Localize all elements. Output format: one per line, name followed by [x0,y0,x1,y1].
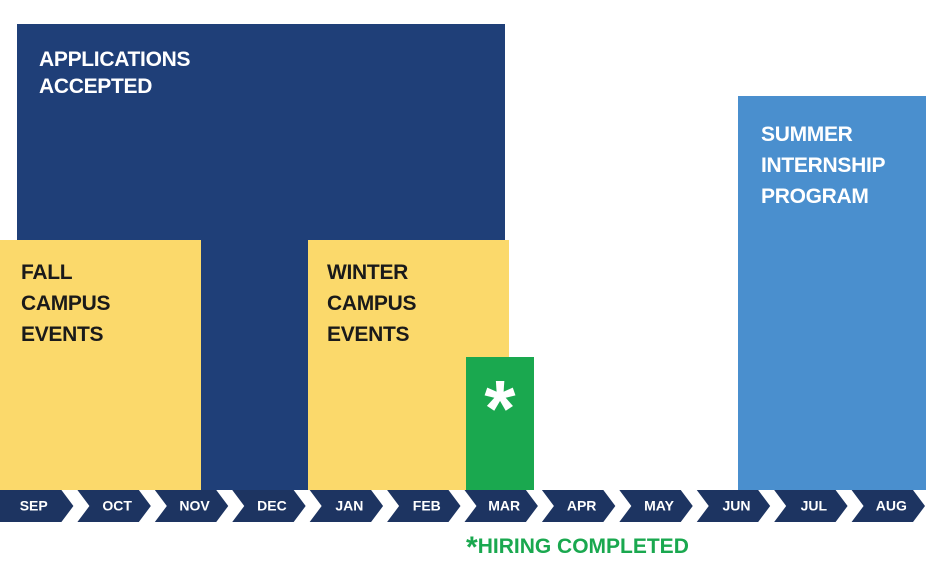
hiring-marker: * [484,364,516,453]
month-chevron [696,490,771,522]
month-bar: SEP OCT NOV DEC JAN FEB MAR APR MAY JUN JUL AUG [0,490,925,522]
month-label: JAN [335,498,363,514]
month-label: OCT [102,498,132,514]
month-chevron [154,490,229,522]
block-label: WINTER CAMPUS EVENTS [327,257,417,350]
label-line: ACCEPTED [39,75,153,98]
month-label: JUL [801,498,828,514]
label-line: PROGRAM [761,185,869,208]
label-line: WINTER [327,261,409,284]
summer-block: SUMMER INTERNSHIP PROGRAM [738,96,926,490]
footnote-text: HIRING COMPLETED [477,535,689,558]
month-label: APR [567,498,597,514]
label-line: CAMPUS [327,292,417,315]
month-label: MAR [488,498,520,514]
month-chevron [774,490,848,522]
month-chevron [387,490,461,522]
label-line: FALL [21,261,73,284]
hiring-block: * [466,357,534,490]
month-label: FEB [413,498,441,514]
label-line: CAMPUS [21,292,111,315]
month-label: DEC [257,498,287,514]
block-label: FALL CAMPUS EVENTS [21,257,111,350]
label-line: EVENTS [327,323,410,346]
month-label: MAY [644,498,674,514]
month-chevron [619,490,693,522]
fall-block: FALL CAMPUS EVENTS [0,240,201,490]
label-line: INTERNSHIP [761,154,886,177]
label-line: APPLICATIONS [39,48,191,71]
month-label: NOV [179,498,210,514]
month-chevron [77,490,151,522]
month-chevron [851,490,925,522]
month-chevron [541,490,616,522]
block-label: SUMMER INTERNSHIP PROGRAM [761,119,885,212]
month-chevron [464,490,538,522]
month-label: JUN [722,498,750,514]
footnote: *HIRING COMPLETED [466,530,689,565]
month-chevron [309,490,384,522]
label-line: EVENTS [21,323,104,346]
month-label: SEP [20,498,48,514]
month-label: AUG [876,498,907,514]
block-label: APPLICATIONS ACCEPTED [39,46,190,100]
month-chevron [0,490,74,522]
month-chevron [232,490,306,522]
footnote-marker: * [466,531,478,564]
label-line: SUMMER [761,123,853,146]
